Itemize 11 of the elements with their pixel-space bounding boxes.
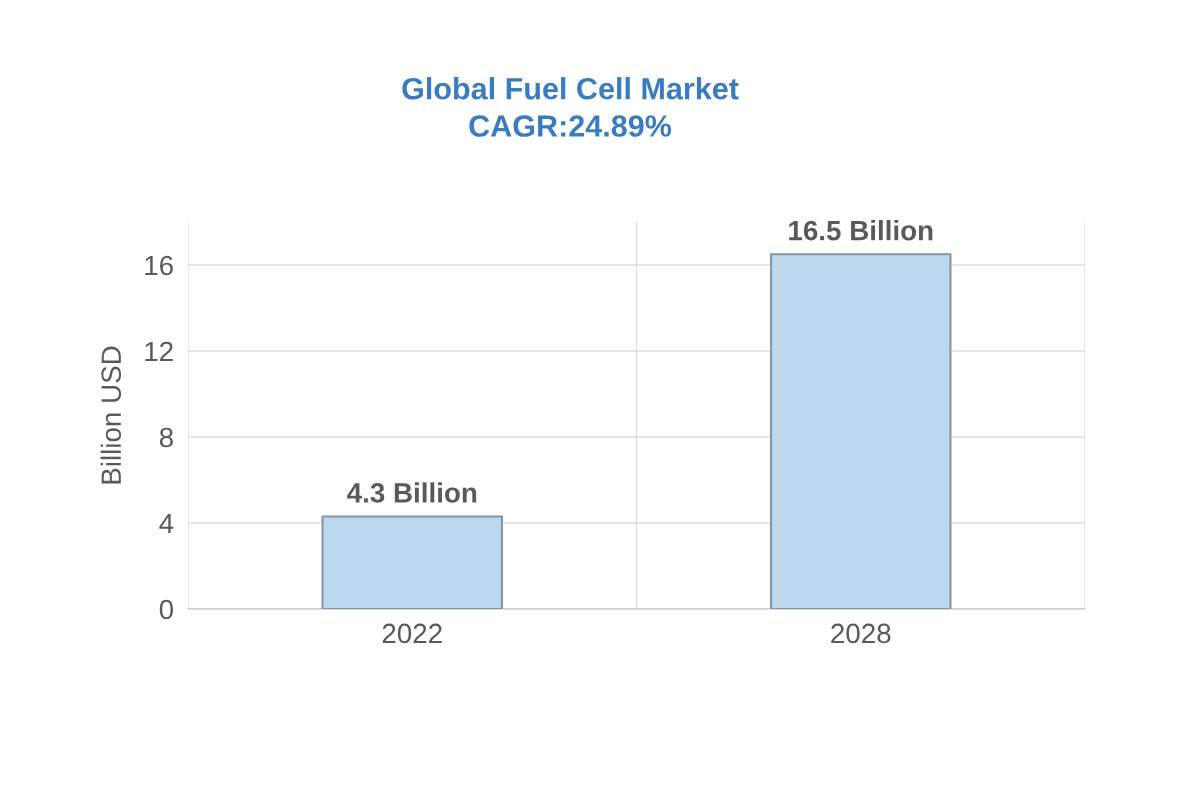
y-tick-label: 0 bbox=[159, 599, 174, 620]
y-axis-title: Billion USD bbox=[100, 346, 122, 484]
y-tick-label: 8 bbox=[159, 427, 173, 448]
data-label: 16.5 Billion bbox=[789, 220, 933, 241]
data-label: 4.3 Billion bbox=[347, 482, 477, 503]
x-tick-label: 2028 bbox=[831, 623, 891, 644]
x-tick-label: 2022 bbox=[382, 623, 442, 644]
y-tick-label: 16 bbox=[145, 255, 173, 276]
y-tick-label: 4 bbox=[159, 513, 174, 534]
y-tick-label: 12 bbox=[145, 341, 173, 362]
chart-title: Global Fuel Cell Market CAGR:24.89% bbox=[402, 77, 739, 137]
